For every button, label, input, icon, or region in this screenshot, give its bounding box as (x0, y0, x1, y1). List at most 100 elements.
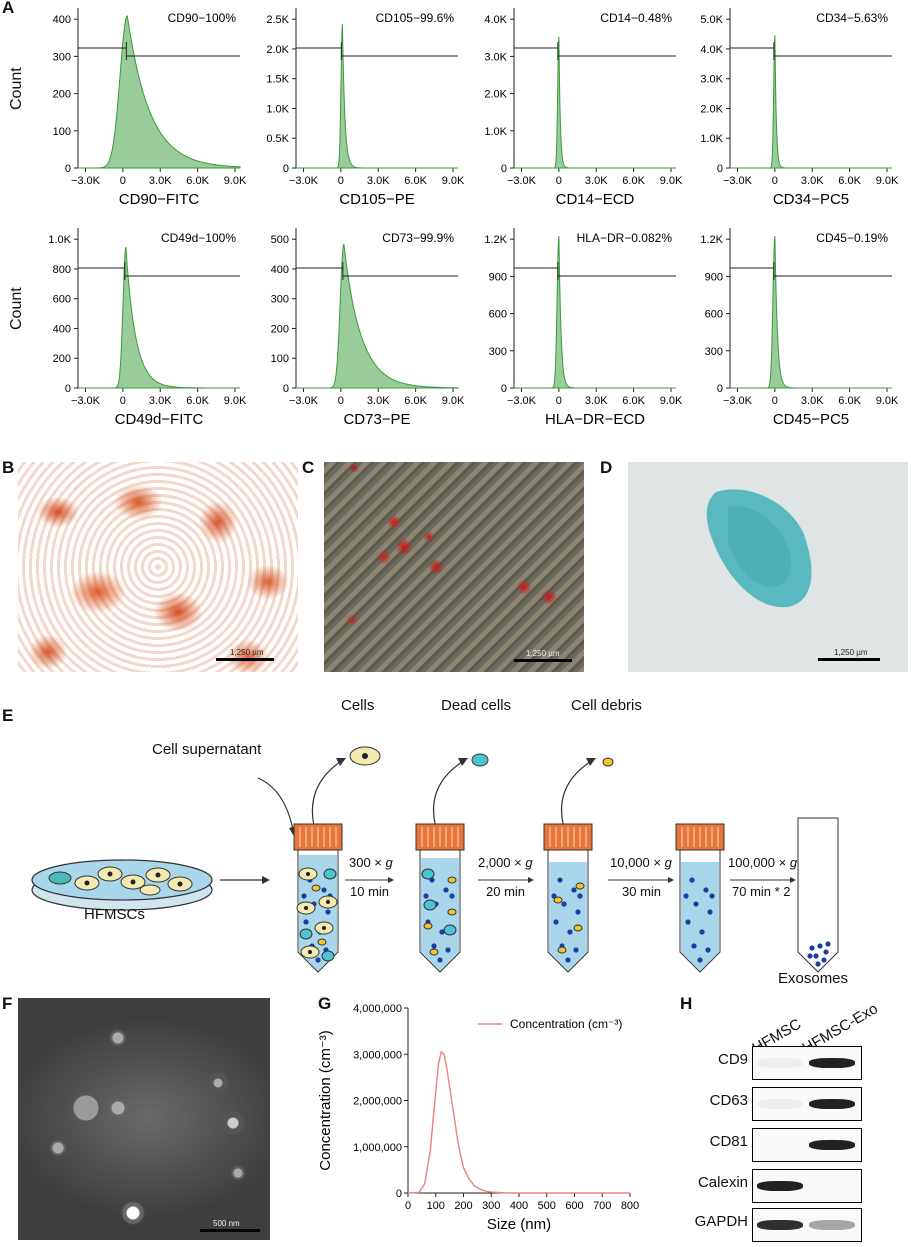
y-tick-label: 2.0K (266, 44, 289, 56)
step-arrows (345, 877, 796, 883)
x-tick-label: 3.0K (801, 175, 824, 187)
y-tick-label: 300 (271, 294, 289, 306)
y-tick-label: 2.0K (700, 103, 723, 115)
scale-text-c: 1,250 µm (526, 649, 560, 658)
x-tick-label: 9.0K (442, 395, 465, 407)
x-tick-label: 6.0K (622, 395, 645, 407)
exosome-dot (823, 949, 829, 955)
x-tick-label: 0 (556, 395, 562, 407)
x-tick-label: −3.0K (507, 175, 537, 187)
oil-red-micrograph: 1,250 µm (18, 462, 298, 672)
histogram-area (78, 247, 240, 389)
marker-percentage: CD14−0.48% (600, 11, 672, 25)
y-tick-label: 2,000,000 (353, 1096, 402, 1108)
y-tick-label: 5.0K (700, 14, 723, 26)
ultracentrifuge-tube (797, 817, 839, 973)
x-tick-label: 3.0K (149, 395, 172, 407)
tube-liquid (681, 862, 719, 971)
marker-percentage: CD90−100% (168, 11, 237, 25)
x-tick-label: −3.0K (71, 175, 101, 187)
y-tick-label: 2.0K (484, 89, 507, 101)
x-tick-label: −3.0K (289, 175, 319, 187)
step2-g: g (525, 855, 533, 870)
cells-label: Cells (341, 697, 375, 714)
histogram-area (514, 235, 676, 389)
wb-row-label: GAPDH (694, 1213, 748, 1230)
x-tick-label: 6.0K (838, 395, 861, 407)
petri-dish-icon (31, 859, 213, 911)
x-tick-label: 3.0K (367, 395, 390, 407)
histogram-area (296, 243, 459, 389)
scale-text-d: 1,250 µm (834, 648, 868, 657)
wb-row-label: CD81 (709, 1133, 748, 1150)
y-tick-label: 1.2K (700, 234, 723, 246)
y-tick-label: 0.5K (266, 133, 289, 145)
exosome-dot (807, 953, 813, 959)
x-tick-label: 3.0K (801, 395, 824, 407)
x-axis-title: CD73−PE (343, 411, 410, 428)
panel-label-c: C (302, 458, 315, 477)
flow-histogram: −3.0K 0 3.0K 6.0K 9.0K CD14−ECD 0 1.0K 2.0K 3.0K 4… (484, 8, 683, 213)
x-tick-label: 6.0K (404, 175, 427, 187)
x-tick-label: 6.0K (622, 175, 645, 187)
exosomes-label: Exosomes (778, 970, 849, 987)
x-tick-label: 0 (338, 175, 344, 187)
wb-blot-strip (752, 1169, 862, 1203)
x-tick-label: −3.0K (507, 395, 537, 407)
x-axis-title: Size (nm) (487, 1216, 551, 1233)
flow-histogram: −3.0K 0 3.0K 6.0K 9.0K CD34−PC5 0 1.0K 2.0K 3.0K 4… (700, 8, 899, 213)
panel-label-g: G (318, 994, 332, 1013)
tube-liquid (421, 858, 459, 971)
panel-label-d: D (600, 458, 613, 477)
x-tick-label: 0 (120, 175, 126, 187)
y-tick-label: 1.5K (266, 74, 289, 86)
y-tick-label: 0 (717, 383, 723, 395)
step1-speed-value: 300 × (349, 855, 386, 870)
x-axis-title: CD105−PE (339, 191, 414, 208)
y-tick-label: 1.0K (266, 103, 289, 115)
panel-label-b: B (2, 458, 15, 477)
x-tick-label: −3.0K (723, 175, 753, 187)
y-tick-label: 1.0K (48, 234, 71, 246)
x-axis-title: CD49d−FITC (115, 411, 204, 428)
y-tick-label: 300 (53, 51, 71, 63)
x-tick-label: 6.0K (838, 175, 861, 187)
step4-speed-value: 100,000 × (728, 855, 790, 870)
step3-speed: 10,000 × g (610, 855, 672, 870)
step3-speed-value: 10,000 × (610, 855, 665, 870)
x-tick-label: 9.0K (876, 395, 899, 407)
step2-speed: 2,000 × g (478, 855, 533, 870)
exosome-dot (825, 941, 831, 947)
marker-percentage: CD34−5.63% (816, 11, 888, 25)
y-tick-label: 600 (705, 309, 723, 321)
hfmscs-label: HFMSCs (84, 906, 145, 923)
exosome-isolation-schematic (31, 746, 839, 973)
y-tick-label: 600 (489, 309, 507, 321)
x-tick-label: 0 (405, 1200, 411, 1212)
tube-liquid (299, 855, 337, 971)
scale-bar-f (200, 1229, 260, 1232)
x-tick-label: 0 (338, 395, 344, 407)
legend-label: Concentration (cm⁻³) (510, 1017, 622, 1031)
wb-band (757, 1220, 803, 1230)
flow-histogram: −3.0K 0 3.0K 6.0K 9.0K CD90−FITC 0 100 200 300 400… (53, 8, 247, 213)
centrifuge-tube (543, 823, 593, 973)
histogram-area (730, 235, 892, 389)
y-tick-label: 800 (53, 264, 71, 276)
exosome-dot (813, 953, 819, 959)
x-tick-label: 300 (482, 1200, 500, 1212)
x-tick-label: 3.0K (585, 395, 608, 407)
x-tick-label: 0 (772, 395, 778, 407)
y-tick-label: 0 (65, 383, 71, 395)
x-tick-label: 700 (593, 1200, 611, 1212)
y-tick-label: 100 (53, 126, 71, 138)
histogram-area (296, 23, 458, 169)
y-tick-label: 4.0K (700, 44, 723, 56)
wb-band (757, 1099, 803, 1109)
y-tick-label: 1.0K (700, 133, 723, 145)
histogram-area (78, 15, 241, 169)
wb-row-label: Calexin (697, 1174, 748, 1191)
x-axis-title: CD34−PC5 (773, 191, 849, 208)
alcian-blue-pellet (706, 489, 812, 608)
histogram-svg: −3.0K 0 3.0K 6.0K 9.0KCD49d−FITC020040060080… (48, 228, 247, 428)
